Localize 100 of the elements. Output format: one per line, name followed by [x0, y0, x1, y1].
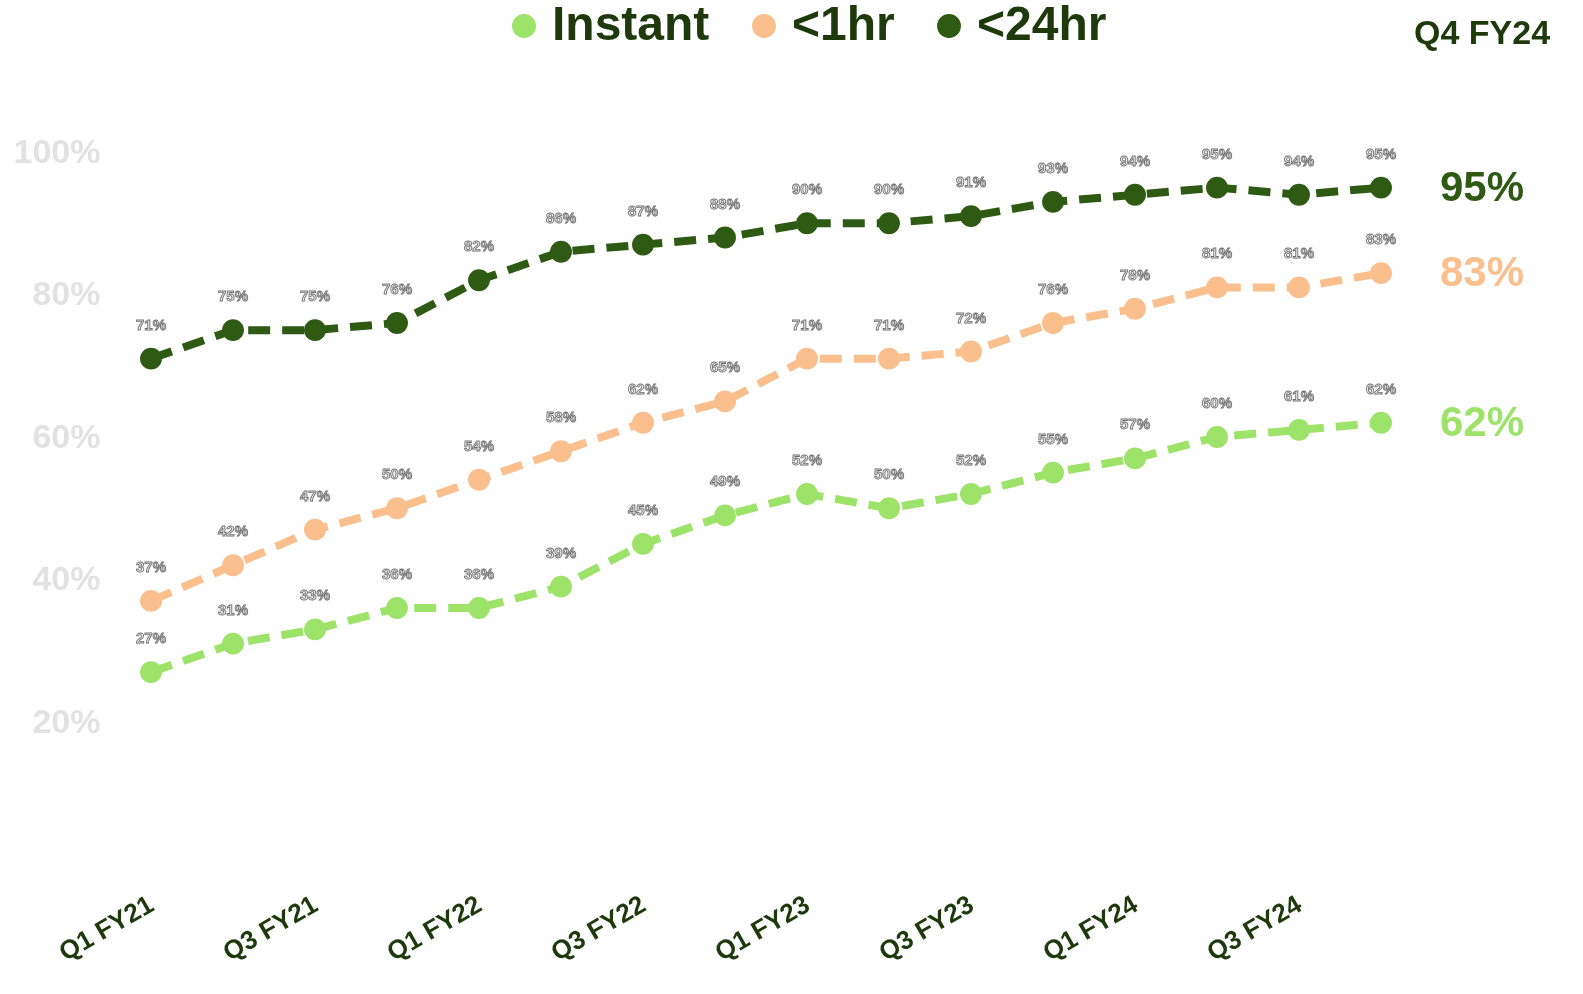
point [468, 468, 490, 491]
x-tick-label: Q1 FY23 [709, 888, 815, 967]
legend-label: Instant [552, 0, 710, 50]
point [714, 504, 736, 527]
data-label: 71% [135, 315, 167, 333]
data-label: 60% [1201, 394, 1233, 411]
data-label: 91% [955, 173, 987, 191]
data-label: 94% [1283, 151, 1315, 169]
x-tick-label: Q3 FY22 [545, 888, 651, 967]
point [1288, 418, 1310, 441]
data-label: 72% [955, 308, 987, 326]
point [632, 532, 654, 555]
data-label: 50% [381, 465, 413, 483]
point [1124, 183, 1146, 206]
point [1042, 190, 1064, 213]
point [1288, 276, 1310, 299]
data-label: 71% [791, 315, 823, 333]
point [632, 233, 654, 256]
point [1124, 447, 1146, 470]
text: Q4 FY24 [1413, 13, 1551, 51]
point [1042, 312, 1064, 334]
point [796, 483, 818, 505]
data-label: 39% [545, 543, 577, 561]
data-label: 31% [217, 600, 249, 618]
data-label: 33% [299, 586, 331, 604]
point [1370, 176, 1392, 199]
text: 62% [1439, 397, 1525, 445]
x-tick-label: Q3 FY21 [217, 888, 323, 967]
data-label: 94% [1119, 151, 1151, 169]
data-label: 86% [545, 208, 577, 226]
data-label: 95% [1365, 144, 1397, 162]
point [222, 554, 244, 577]
point [550, 440, 572, 463]
data-label: 52% [791, 451, 823, 468]
x-tick-label: Q1 FY21 [53, 888, 159, 967]
point [468, 597, 490, 619]
point [1370, 411, 1392, 434]
data-label: 90% [873, 180, 905, 198]
data-label: 87% [627, 201, 659, 219]
point [878, 497, 900, 520]
point [386, 497, 408, 520]
point [1370, 262, 1392, 285]
data-label: 93% [1037, 158, 1069, 176]
point [468, 269, 490, 292]
point [140, 347, 162, 370]
data-label: 88% [709, 194, 741, 212]
data-label: 50% [873, 465, 905, 483]
data-label: 42% [217, 522, 249, 540]
data-label: 52% [955, 451, 987, 468]
data-label: 58% [545, 408, 577, 426]
data-label: 76% [381, 280, 413, 297]
point [878, 212, 900, 235]
data-label: 82% [463, 237, 495, 255]
point [140, 661, 162, 684]
point [632, 411, 654, 434]
text: 95% [1439, 162, 1525, 210]
point [304, 319, 326, 342]
point [1206, 276, 1228, 299]
point [960, 340, 982, 363]
data-label: 76% [1037, 280, 1069, 297]
data-label: 49% [709, 472, 741, 490]
point [714, 226, 736, 249]
point [386, 312, 408, 334]
point [386, 597, 408, 619]
data-label: 36% [381, 565, 413, 582]
data-label: 54% [463, 436, 495, 454]
data-label: 61% [1283, 386, 1315, 404]
data-label: 65% [709, 358, 741, 376]
point [796, 347, 818, 370]
data-label: 62% [627, 379, 659, 397]
data-label: 71% [873, 315, 905, 333]
data-label: 55% [1037, 429, 1069, 447]
point [550, 575, 572, 598]
data-label: 78% [1119, 265, 1151, 283]
data-label: 57% [1119, 415, 1151, 433]
data-label: 75% [217, 287, 249, 305]
point [1206, 426, 1228, 448]
point [796, 212, 818, 235]
data-label: 83% [1365, 230, 1397, 248]
point [714, 390, 736, 413]
data-label: 37% [135, 557, 167, 575]
point [550, 240, 572, 263]
data-label: 90% [791, 180, 823, 198]
data-label: 81% [1201, 244, 1233, 262]
data-label: 62% [1365, 379, 1397, 397]
point [1288, 183, 1310, 206]
point [222, 319, 244, 342]
data-label: 81% [1283, 244, 1315, 262]
x-tick-label: Q3 FY23 [873, 888, 979, 967]
point [960, 483, 982, 505]
point [960, 205, 982, 228]
point [304, 518, 326, 541]
x-tick-label: Q1 FY22 [381, 888, 487, 967]
data-label: 95% [1201, 144, 1233, 162]
point [878, 347, 900, 370]
data-label: 45% [627, 500, 659, 518]
text: 83% [1439, 248, 1525, 296]
point [1042, 461, 1064, 484]
point [1206, 176, 1228, 199]
point [222, 632, 244, 655]
